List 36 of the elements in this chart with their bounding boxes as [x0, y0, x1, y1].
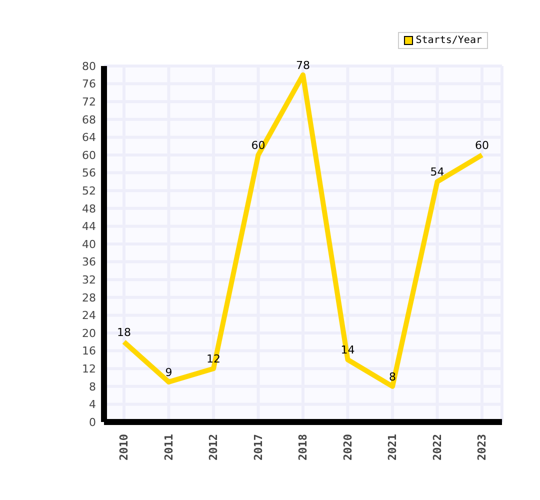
x-tick-label: 2022 — [430, 434, 444, 460]
x-tick-label: 2017 — [252, 434, 265, 460]
y-tick-label: 60 — [82, 148, 96, 162]
y-tick-label: 0 — [89, 416, 96, 429]
y-tick-label: 56 — [82, 166, 96, 180]
x-tick-label: 2012 — [207, 434, 220, 460]
x-tick-label: 2010 — [118, 434, 130, 460]
x-tick-label: 2020 — [341, 434, 354, 460]
y-tick-label: 24 — [82, 309, 96, 322]
y-tick-label: 8 — [89, 380, 96, 394]
y-tick-label: 44 — [82, 220, 96, 234]
y-tick-label: 4 — [89, 398, 96, 412]
x-tick-label: 2023 — [476, 434, 488, 460]
y-tick-label: 36 — [82, 256, 96, 269]
y-tick-label: 52 — [82, 184, 96, 198]
x-tick-label: 2018 — [296, 434, 310, 460]
y-tick-label: 12 — [82, 362, 96, 376]
y-tick-label: 80 — [82, 60, 96, 73]
y-tick-label: 68 — [82, 113, 96, 126]
data-label: 60 — [475, 139, 489, 152]
y-tick-label: 64 — [82, 131, 96, 144]
y-tick-label: 16 — [82, 344, 96, 358]
y-tick-label: 32 — [82, 274, 96, 287]
legend-label: Starts/Year — [414, 35, 482, 46]
data-label: 9 — [165, 366, 172, 379]
y-tick-label: 20 — [82, 326, 96, 340]
x-tick-label: 2011 — [162, 434, 176, 460]
y-tick-label: 76 — [82, 78, 96, 91]
y-tick-label: 28 — [82, 291, 96, 304]
y-tick-label: 48 — [82, 202, 96, 216]
y-tick-label: 40 — [82, 238, 96, 251]
data-label: 18 — [117, 326, 131, 339]
x-tick-label: 2021 — [386, 434, 399, 460]
y-tick-label: 72 — [82, 96, 96, 109]
data-label: 54 — [430, 166, 444, 179]
data-label: 78 — [296, 58, 310, 72]
